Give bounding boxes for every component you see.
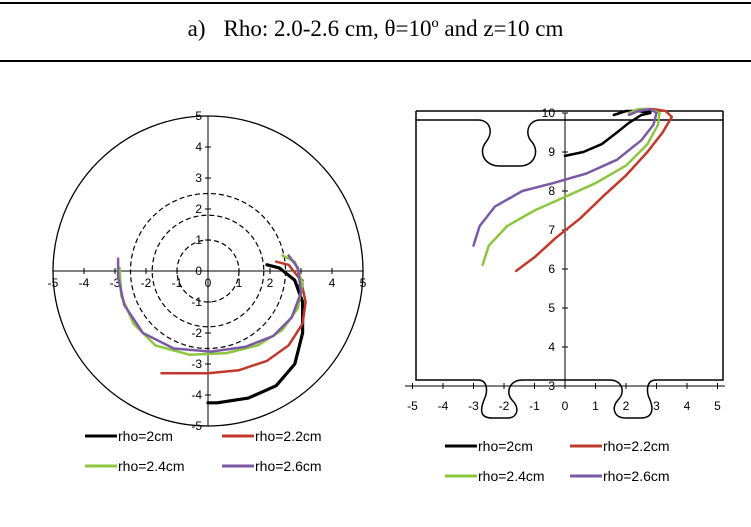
y-tick-label: 3: [195, 171, 202, 185]
x-tick-label: 2: [623, 399, 630, 413]
x-tick-label: -2: [499, 399, 510, 413]
y-tick-label: 9: [548, 145, 555, 159]
x-tick-label: 5: [360, 276, 367, 290]
y-tick-label: -2: [191, 326, 202, 340]
x-tick-label: 4: [684, 399, 691, 413]
y-tick-label: -4: [191, 388, 202, 402]
x-tick-label: 1: [236, 276, 243, 290]
legend-label: rho=2cm: [478, 438, 533, 454]
series-line-rho-0: [208, 265, 303, 403]
x-tick-label: 0: [562, 399, 569, 413]
x-tick-label: -3: [468, 399, 479, 413]
legend-label: rho=2.2cm: [255, 428, 322, 444]
legend-label: rho=2.4cm: [118, 458, 185, 474]
y-tick-label: 5: [195, 109, 202, 123]
x-tick-label: -5: [48, 276, 59, 290]
legend-label: rho=2.2cm: [603, 438, 670, 454]
x-tick-label: 1: [592, 399, 599, 413]
y-tick-label: 2: [195, 202, 202, 216]
x-tick-label: -1: [529, 399, 540, 413]
y-tick-label: 7: [548, 223, 555, 237]
y-tick-label: 0: [195, 264, 202, 278]
y-tick-label: 3: [548, 379, 555, 393]
x-tick-label: 0: [205, 276, 212, 290]
x-tick-label: 3: [653, 399, 660, 413]
y-tick-label: 4: [195, 140, 202, 154]
y-tick-label: 1: [195, 233, 202, 247]
y-tick-label: -5: [191, 419, 202, 433]
x-tick-label: -4: [79, 276, 90, 290]
x-tick-label: -2: [141, 276, 152, 290]
y-tick-label: 10: [542, 106, 556, 120]
y-tick-label: -1: [191, 295, 202, 309]
x-tick-label: -4: [438, 399, 449, 413]
legend-label: rho=2.6cm: [255, 458, 322, 474]
y-tick-label: 4: [548, 340, 555, 354]
series-line-rho-0: [565, 111, 650, 156]
legend-label: rho=2.6cm: [603, 468, 670, 484]
series-line-rho-2: [483, 109, 660, 265]
x-tick-label: 5: [714, 399, 721, 413]
x-tick-label: -5: [407, 399, 418, 413]
x-tick-label: 4: [329, 276, 336, 290]
legend-label: rho=2.4cm: [478, 468, 545, 484]
y-tick-label: 8: [548, 184, 555, 198]
phantom-outline: [416, 120, 723, 418]
y-tick-label: 6: [548, 262, 555, 276]
x-tick-label: -1: [172, 276, 183, 290]
series-line-rho-1: [516, 109, 672, 271]
series-line-rho-2: [120, 256, 303, 355]
legend-label: rho=2cm: [118, 428, 173, 444]
x-tick-label: 2: [267, 276, 274, 290]
series-line-rho-1: [162, 262, 306, 374]
side-view-chart: -5 -4 -3 -2 -1 0 1 2 3 4 5 3 4 5 6 7 8 9 10 rho=2cm rho=2.2c…: [405, 106, 725, 484]
y-tick-label: 5: [548, 301, 555, 315]
y-tick-label: -3: [191, 357, 202, 371]
